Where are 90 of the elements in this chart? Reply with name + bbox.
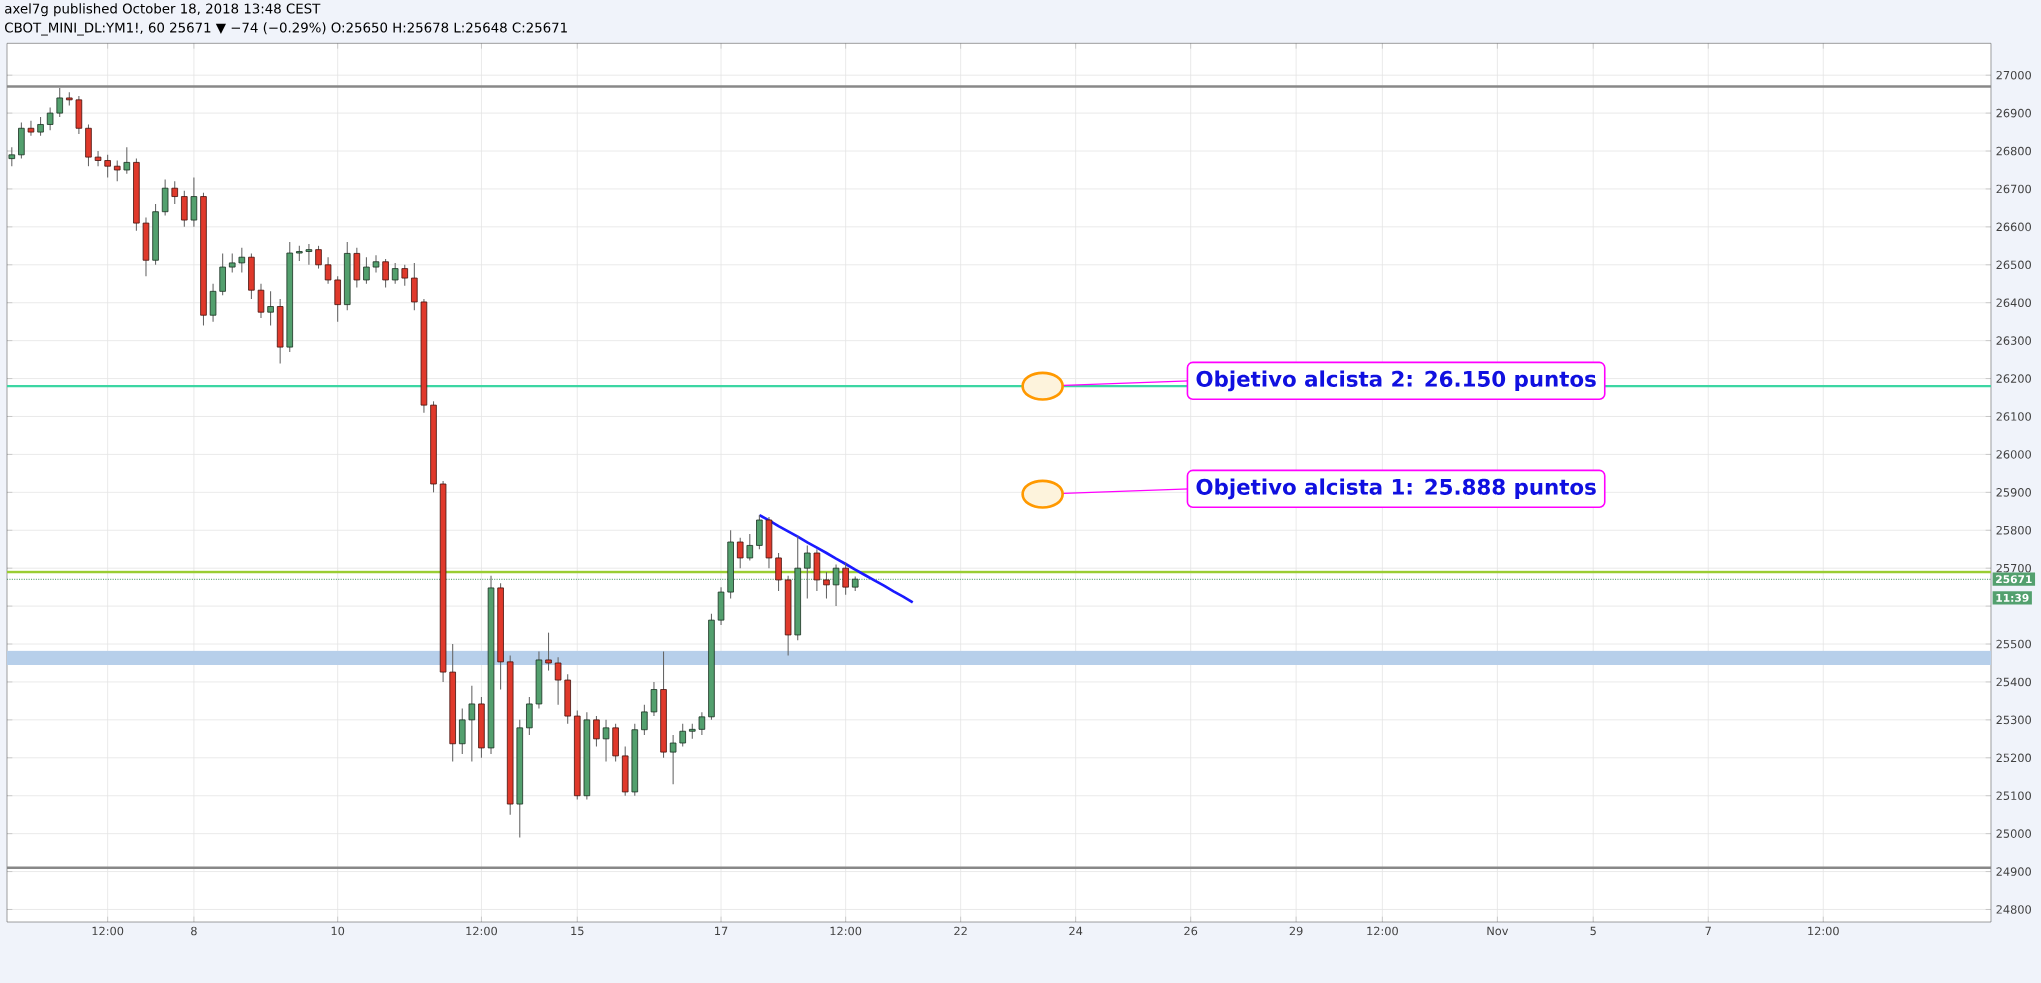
line-series bbox=[758, 513, 915, 604]
candlestick bbox=[104, 154, 111, 179]
candlestick bbox=[554, 656, 562, 706]
candlestick bbox=[46, 106, 54, 131]
y-tick-label: 26600 bbox=[1996, 222, 2031, 232]
y-tick-label: 26200 bbox=[1996, 374, 2031, 383]
candlestick bbox=[315, 245, 322, 270]
candlestick bbox=[123, 146, 131, 175]
candlestick bbox=[698, 711, 706, 736]
y-tick-label: 26400 bbox=[1996, 298, 2031, 308]
x-tick-label: 5 bbox=[1590, 926, 1596, 936]
x-tick-label: 12:00 bbox=[1808, 926, 1839, 936]
candlestick bbox=[458, 707, 466, 755]
candlestick bbox=[305, 243, 313, 266]
chart-title: axel7g published October 18, 2018 13:48 CEST bbox=[5, 3, 321, 17]
candlestick bbox=[238, 247, 246, 273]
candlestick bbox=[602, 719, 610, 763]
x-tick-label: 24 bbox=[1069, 926, 1083, 936]
y-tick-label: 24900 bbox=[1996, 867, 2031, 876]
x-tick-label: Nov bbox=[1487, 926, 1509, 936]
candlestick bbox=[545, 632, 552, 672]
candlestick bbox=[257, 283, 265, 319]
chart-subtitle: CBOT_MINI_DL:YM1!, 60 25671 ▼ −74 (−0.29%) O:25650 H:25678 L:25648 C:25671 bbox=[5, 22, 567, 36]
x-tick-label: 12:00 bbox=[1367, 926, 1398, 936]
candlestick bbox=[401, 264, 409, 287]
candlestick bbox=[363, 256, 370, 285]
candlestick bbox=[526, 696, 533, 736]
candlestick bbox=[679, 723, 686, 747]
candlestick bbox=[746, 533, 754, 562]
y-tick-label: 25000 bbox=[1996, 829, 2031, 838]
x-tick-label: 12:00 bbox=[466, 926, 498, 936]
x-tick-label: 12:00 bbox=[830, 926, 862, 936]
y-tick-label: 25400 bbox=[1996, 677, 2031, 687]
y-tick-label: 24800 bbox=[1996, 905, 2031, 914]
candlestick bbox=[468, 685, 476, 763]
x-tick-label: 8 bbox=[191, 926, 197, 936]
candlestick bbox=[832, 563, 840, 607]
y-tick-label: 25100 bbox=[1996, 791, 2031, 801]
y-tick-label: 26700 bbox=[1996, 184, 2031, 194]
candlestick bbox=[650, 681, 658, 717]
candlestick bbox=[27, 120, 35, 137]
y-tick-label: 26100 bbox=[1996, 412, 2031, 421]
candlestick bbox=[94, 150, 102, 167]
candlestick bbox=[804, 544, 811, 600]
y-tick-label: 26300 bbox=[1996, 336, 2031, 345]
candlestick bbox=[171, 180, 179, 205]
candlestick bbox=[736, 537, 744, 569]
y-tick-label: 26000 bbox=[1996, 450, 2031, 459]
candlestick bbox=[775, 552, 782, 592]
x-tick-label: 12:00 bbox=[92, 926, 124, 936]
candlestick bbox=[382, 258, 389, 289]
y-tick-label: 25800 bbox=[1996, 525, 2031, 535]
y-tick-label: 25500 bbox=[1996, 639, 2031, 649]
candlestick bbox=[842, 561, 849, 596]
x-tick-label: 26 bbox=[1184, 926, 1198, 936]
candlestick bbox=[161, 178, 169, 217]
candlestick bbox=[56, 87, 63, 118]
y-tick-label: 26900 bbox=[1996, 108, 2031, 118]
x-tick-label: 7 bbox=[1705, 926, 1711, 935]
x-tick-label: 22 bbox=[954, 926, 967, 936]
y-tick-label: 27000 bbox=[1996, 70, 2031, 80]
y-tick-label: 25200 bbox=[1996, 753, 2031, 763]
candlestick bbox=[324, 256, 332, 285]
candlestick bbox=[267, 290, 274, 327]
candlestick bbox=[391, 262, 399, 285]
text: 11:39 bbox=[1996, 593, 2029, 602]
candlestick bbox=[641, 704, 648, 736]
candlestick bbox=[37, 116, 44, 137]
y-tick-label: 25700 bbox=[1996, 563, 2031, 573]
candlestick bbox=[209, 283, 217, 323]
candlestick bbox=[190, 177, 198, 228]
annotation: Objetivo alcista 2: 26.150 puntos bbox=[1196, 370, 1596, 392]
y-tick-label: 25300 bbox=[1996, 715, 2031, 725]
text: 25671 bbox=[1996, 575, 2032, 584]
candlestick bbox=[669, 734, 677, 785]
y-tick-label: 26800 bbox=[1996, 146, 2031, 156]
y-tick-label: 26500 bbox=[1996, 260, 2031, 270]
x-tick-label: 29 bbox=[1289, 926, 1303, 936]
candlestick bbox=[411, 262, 418, 311]
candlestick bbox=[113, 159, 121, 182]
candlestick bbox=[372, 254, 380, 273]
annotation: Objetivo alcista 1: 25.888 puntos bbox=[1196, 478, 1596, 500]
x-tick-label: 17 bbox=[715, 926, 728, 935]
x-tick-label: 15 bbox=[571, 926, 584, 936]
candlestick bbox=[823, 571, 830, 600]
candlestick bbox=[228, 252, 236, 273]
x-tick-label: 10 bbox=[331, 926, 345, 936]
candlestick bbox=[593, 715, 600, 747]
candlestick bbox=[181, 190, 188, 228]
y-tick-label: 25900 bbox=[1996, 488, 2031, 497]
